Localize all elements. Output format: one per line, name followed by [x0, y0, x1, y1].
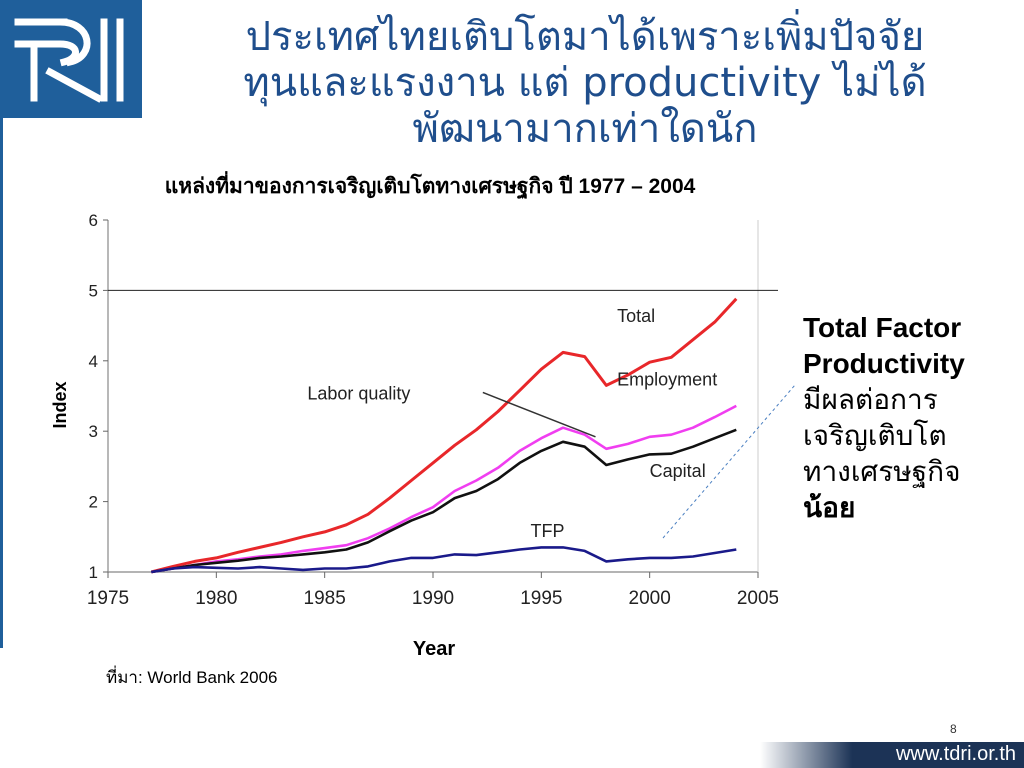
x-tick-label: 1980 — [195, 588, 237, 609]
annotation-labor-quality: Labor quality — [307, 384, 410, 404]
slide-title: ประเทศไทยเติบโตมาได้เพราะเพิ่มปัจจัย ทุน… — [150, 14, 1020, 152]
series-line-capital — [151, 428, 737, 574]
annotation-total: Total — [617, 306, 655, 326]
x-tick-label: 1990 — [412, 588, 454, 609]
y-tick-label: 4 — [89, 352, 98, 371]
side-note-body-line-4: น้อย — [803, 492, 856, 523]
tdri-logo — [0, 0, 142, 118]
annotation-employment: Employment — [617, 369, 717, 389]
growth-sources-line-chart: 1975 1980 1985 1990 1995 2000 2005 1 2 3 4 5 6 Tota… — [50, 211, 778, 660]
slide-title-line-1: ประเทศไทยเติบโตมาได้เพราะเพิ่มปัจจัย — [245, 14, 925, 60]
series-line-tfp — [151, 546, 737, 574]
y-tick-label: 2 — [89, 493, 98, 512]
x-tick-label: 1985 — [304, 588, 346, 609]
chart-title: แหล่งที่มาของการเจริญเติบโตทางเศรษฐกิจ ป… — [164, 175, 696, 198]
footer-bar: www.tdri.or.th — [760, 742, 1024, 768]
slide-title-line-3: พัฒนามากเท่าใดนัก — [412, 106, 758, 152]
series-line-employment — [151, 404, 737, 574]
series-annotations: Total Employment Labor quality Capital TFP — [307, 306, 717, 541]
footer-url: www.tdri.or.th — [895, 743, 1016, 765]
x-tick-label: 1975 — [87, 588, 129, 609]
x-tick-label: 2005 — [737, 588, 778, 609]
x-axis-ticks: 1975 1980 1985 1990 1995 2000 2005 — [87, 572, 778, 609]
side-note-heading-line-1: Total Factor — [803, 312, 962, 343]
x-tick-label: 2000 — [629, 588, 671, 609]
source-citation: ที่มา: World Bank 2006 — [106, 668, 278, 687]
x-tick-label: 1995 — [520, 588, 562, 609]
left-accent-rule — [0, 118, 3, 648]
labor-quality-pointer-line — [482, 391, 596, 438]
y-axis-ticks: 1 2 3 4 5 6 — [89, 211, 108, 582]
y-tick-label: 1 — [89, 563, 98, 582]
y-tick-label: 3 — [89, 422, 98, 441]
x-axis-label: Year — [413, 638, 455, 660]
tdri-logo-mark — [14, 18, 124, 103]
series-lines — [150, 297, 738, 574]
y-tick-label: 5 — [89, 281, 98, 300]
side-note-heading-line-2: Productivity — [803, 348, 965, 379]
series-line-total — [150, 297, 738, 574]
plot-frame — [107, 220, 759, 573]
side-note-body-line-3: ทางเศรษฐกิจ — [803, 456, 961, 487]
side-note-body-line-2: เจริญเติบโต — [803, 420, 947, 451]
tfp-side-note: Total Factor Productivity มีผลต่อการ เจร… — [803, 310, 1018, 526]
y-axis-label: Index — [50, 381, 70, 428]
side-note-body-line-1: มีผลต่อการ — [803, 384, 938, 415]
y-tick-label: 6 — [89, 211, 98, 230]
annotation-tfp: TFP — [531, 521, 565, 541]
slide-title-line-2: ทุนและแรงงาน แต่ productivity ไม่ได้ — [243, 60, 927, 106]
annotation-capital: Capital — [650, 461, 706, 481]
page-number: 8 — [950, 722, 957, 736]
